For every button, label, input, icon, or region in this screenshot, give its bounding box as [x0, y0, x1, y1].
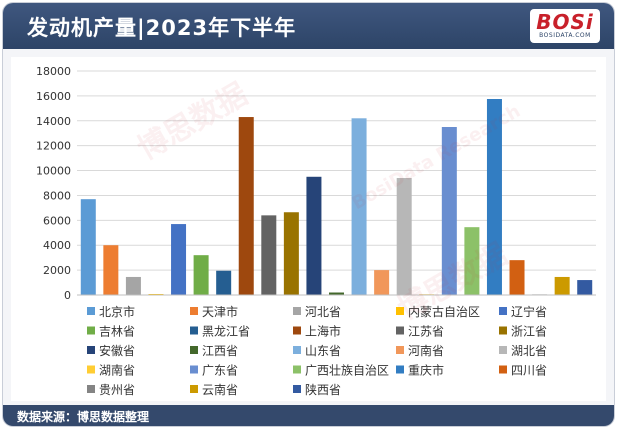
legend-label: 天津市: [202, 304, 238, 319]
bosi-logo: BOSi BOSIDATA.COM: [530, 9, 600, 43]
bar: [306, 176, 322, 295]
legend-label: 重庆市: [408, 363, 444, 378]
y-tick-label: 0: [64, 289, 71, 302]
y-tick-label: 6000: [43, 214, 71, 227]
legend-swatch: [499, 346, 507, 354]
bar: [216, 270, 232, 295]
legend-label: 黑龙江省: [202, 325, 250, 339]
legend-swatch: [293, 365, 301, 374]
y-tick-label: 18000: [36, 65, 71, 78]
legend-label: 广东省: [202, 364, 238, 378]
bar: [125, 276, 141, 295]
legend-swatch: [87, 365, 95, 374]
legend-swatch: [396, 326, 404, 335]
legend-swatch: [190, 307, 198, 315]
legend-swatch: [396, 365, 404, 374]
legend-label: 河南省: [408, 343, 444, 358]
legend-swatch: [87, 307, 95, 315]
bar: [283, 212, 299, 295]
legend-swatch: [190, 326, 198, 335]
legend-label: 辽宁省: [511, 304, 547, 319]
legend-swatch: [190, 346, 198, 354]
bar: [171, 224, 187, 295]
bar: [396, 178, 412, 295]
legend-label: 河北省: [305, 305, 341, 319]
header-bar: 发动机产量|2023年下半年 BOSi BOSIDATA.COM: [3, 3, 614, 49]
legend-label: 云南省: [202, 382, 238, 397]
legend-label: 四川省: [511, 364, 547, 378]
legend-swatch: [499, 326, 507, 335]
y-tick-label: 14000: [36, 115, 71, 128]
legend-label: 吉林省: [99, 325, 135, 339]
y-tick-label: 10000: [36, 165, 71, 178]
legend-label: 安徽省: [99, 343, 135, 358]
legend-label: 内蒙古自治区: [408, 304, 480, 319]
legend-swatch: [87, 385, 95, 393]
source-note: 数据来源：博思数据整理: [17, 410, 150, 424]
legend-label: 上海市: [305, 324, 341, 339]
legend-label: 江西省: [202, 344, 238, 358]
bar-chart: 0 2000 4000 6000 8000 10000 12000 14000 16000 180…: [36, 65, 596, 397]
bar: [441, 127, 457, 295]
legend-swatch: [190, 385, 198, 393]
y-tick-label: 2000: [43, 264, 71, 277]
bar: [577, 280, 593, 295]
legend-label: 广西壮族自治区: [305, 364, 389, 378]
bar: [261, 215, 277, 295]
chart-title: 发动机产量|2023年下半年: [27, 16, 297, 40]
bar: [509, 260, 525, 295]
bar: [554, 276, 570, 295]
bar: [464, 227, 480, 295]
legend-swatch: [293, 307, 301, 315]
footer-bar: 数据来源：博思数据整理: [3, 405, 614, 426]
bar: [103, 245, 119, 295]
legend-swatch: [87, 326, 95, 335]
legend-label: 山东省: [305, 344, 341, 358]
legend-label: 江苏省: [408, 325, 444, 339]
logo-subtext: BOSIDATA.COM: [539, 32, 591, 39]
legend-swatch: [293, 326, 301, 335]
bar: [238, 117, 254, 295]
legend-label: 浙江省: [511, 325, 547, 339]
plot-area: 0 2000 4000 6000 8000 10000 12000 14000 16000 180…: [11, 57, 606, 401]
legend-label: 湖南省: [99, 363, 135, 378]
bar: [486, 99, 502, 295]
legend-swatch: [396, 307, 404, 315]
legend-swatch: [499, 307, 507, 315]
legend-label: 湖北省: [511, 343, 547, 358]
legend-swatch: [87, 346, 95, 354]
legend-swatch: [396, 346, 404, 354]
y-tick-label: 4000: [43, 239, 71, 252]
y-tick-label: 16000: [36, 90, 71, 103]
logo-text: BOSi: [536, 10, 594, 34]
legend-swatch: [499, 365, 507, 374]
bar: [329, 292, 344, 295]
bar: [80, 199, 96, 295]
legend-label: 陕西省: [305, 382, 341, 397]
chart-card: 发动机产量|2023年下半年 BOSi BOSIDATA.COM 0 2000 40…: [3, 3, 614, 426]
legend-swatch: [293, 346, 301, 354]
bar: [193, 255, 209, 295]
legend-swatch: [190, 365, 198, 374]
legend-swatch: [293, 385, 301, 393]
bar: [351, 118, 367, 296]
legend-label: 北京市: [99, 304, 135, 319]
bar: [374, 270, 390, 295]
y-tick-label: 12000: [36, 140, 71, 153]
legend-label: 贵州省: [99, 383, 135, 397]
y-tick-label: 8000: [43, 189, 71, 202]
